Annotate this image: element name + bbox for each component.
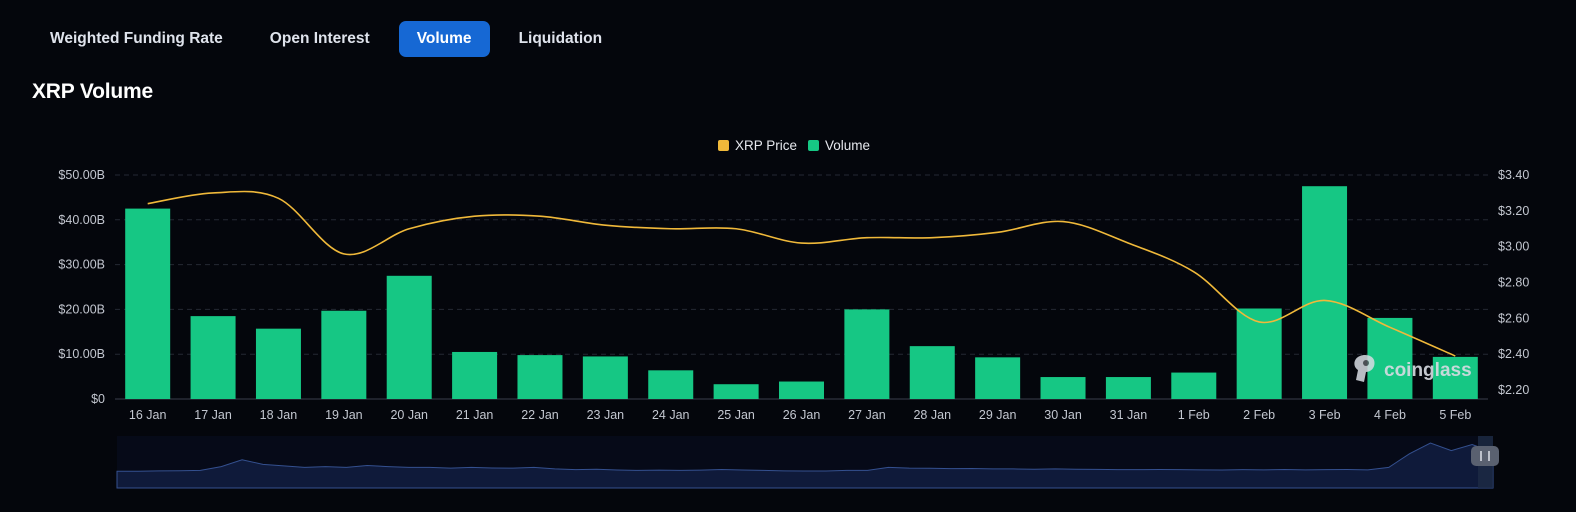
volume-bar[interactable]	[844, 309, 890, 399]
volume-bar[interactable]	[255, 328, 301, 399]
y-right-tick-label: $2.80	[1498, 276, 1529, 290]
price-series-line[interactable]	[147, 190, 1456, 357]
x-tick-label: 28 Jan	[913, 408, 951, 422]
legend-label-price: XRP Price	[735, 138, 797, 153]
y-right-tick-label: $2.40	[1498, 347, 1529, 361]
x-tick-label: 1 Feb	[1178, 408, 1210, 422]
x-tick-label: 5 Feb	[1439, 408, 1471, 422]
x-tick-label: 19 Jan	[325, 408, 363, 422]
legend-label-volume: Volume	[825, 138, 870, 153]
y-left-tick-label: $10.00B	[58, 347, 105, 361]
x-tick-label: 26 Jan	[783, 408, 821, 422]
range-navigator[interactable]	[116, 436, 1499, 489]
volume-bar[interactable]	[452, 351, 498, 399]
x-axis: 16 Jan 17 Jan 18 Jan 19 Jan 20 Jan 21 Jan 22 J…	[129, 408, 1471, 422]
y-left-tick-label: $30.00B	[58, 258, 105, 272]
tab-weighted-funding-rate[interactable]: Weighted Funding Rate	[50, 30, 223, 47]
volume-bar[interactable]	[648, 370, 694, 399]
volume-bar[interactable]	[125, 208, 171, 399]
volume-bar[interactable]	[779, 381, 824, 399]
volume-bar[interactable]	[1367, 317, 1413, 399]
volume-bar[interactable]	[190, 316, 236, 399]
navigator-handle-icon[interactable]	[1471, 446, 1499, 466]
volume-bar[interactable]	[975, 357, 1021, 399]
x-tick-label: 3 Feb	[1309, 408, 1341, 422]
volume-bar[interactable]	[1236, 308, 1282, 399]
watermark-text: coinglass	[1384, 360, 1472, 381]
x-tick-label: 21 Jan	[456, 408, 494, 422]
y-right-tick-label: $3.40	[1498, 168, 1529, 182]
y-axis-left: $0 $10.00B $20.00B $30.00B $40.00B $50.00B	[58, 168, 105, 406]
volume-bar[interactable]	[1105, 377, 1151, 399]
y-right-tick-label: $2.60	[1498, 311, 1529, 325]
y-left-tick-label: $0	[91, 392, 105, 406]
tab-open-interest[interactable]: Open Interest	[269, 30, 370, 47]
navigator-area	[116, 442, 1494, 489]
coinglass-logo-icon	[1354, 355, 1375, 382]
x-tick-label: 23 Jan	[587, 408, 625, 422]
x-tick-label: 17 Jan	[194, 408, 232, 422]
page-title: XRP Volume	[32, 80, 153, 103]
y-left-tick-label: $40.00B	[58, 213, 105, 227]
volume-bars	[125, 186, 1478, 399]
volume-bar[interactable]	[1302, 186, 1348, 399]
x-tick-label: 16 Jan	[129, 408, 167, 422]
x-tick-label: 22 Jan	[521, 408, 559, 422]
volume-bar[interactable]	[1040, 377, 1086, 399]
x-tick-label: 20 Jan	[390, 408, 428, 422]
legend-item-volume[interactable]: Volume	[808, 138, 870, 153]
x-tick-label: 2 Feb	[1243, 408, 1275, 422]
price-line	[147, 190, 1456, 357]
chart-legend: XRP Price Volume	[718, 138, 870, 153]
volume-bar[interactable]	[1171, 372, 1217, 399]
tab-volume[interactable]: Volume	[398, 21, 490, 57]
volume-bar[interactable]	[713, 384, 759, 399]
y-right-tick-label: $3.20	[1498, 204, 1529, 218]
volume-bar[interactable]	[1432, 356, 1478, 399]
grid-lines	[115, 174, 1488, 400]
volume-chart: XRP Price Volume $0 $10.00B $20.00B $30.00B…	[58, 138, 1529, 489]
chart-tabs: Weighted Funding Rate Open Interest Volu…	[32, 21, 631, 57]
y-right-tick-label: $2.20	[1498, 383, 1529, 397]
legend-item-price[interactable]: XRP Price	[718, 138, 797, 153]
volume-bar[interactable]	[909, 346, 955, 399]
x-tick-label: 30 Jan	[1044, 408, 1082, 422]
coinglass-watermark: coinglass	[1354, 355, 1472, 382]
volume-bar[interactable]	[386, 275, 432, 399]
volume-bar[interactable]	[321, 310, 367, 399]
x-tick-label: 18 Jan	[260, 408, 298, 422]
y-left-tick-label: $50.00B	[58, 168, 105, 182]
x-tick-label: 24 Jan	[652, 408, 690, 422]
volume-bar[interactable]	[582, 356, 628, 399]
volume-bar[interactable]	[517, 355, 563, 399]
x-tick-label: 27 Jan	[848, 408, 886, 422]
legend-swatch-volume	[808, 140, 819, 151]
x-tick-label: 4 Feb	[1374, 408, 1406, 422]
y-left-tick-label: $20.00B	[58, 302, 105, 316]
y-right-tick-label: $3.00	[1498, 240, 1529, 254]
tab-liquidation[interactable]: Liquidation	[518, 30, 603, 47]
x-tick-label: 25 Jan	[717, 408, 755, 422]
x-tick-label: 29 Jan	[979, 408, 1017, 422]
y-axis-right: $2.20 $2.40 $2.60 $2.80 $3.00 $3.20 $3.40	[1498, 168, 1529, 397]
legend-swatch-price	[718, 140, 729, 151]
x-tick-label: 31 Jan	[1110, 408, 1148, 422]
